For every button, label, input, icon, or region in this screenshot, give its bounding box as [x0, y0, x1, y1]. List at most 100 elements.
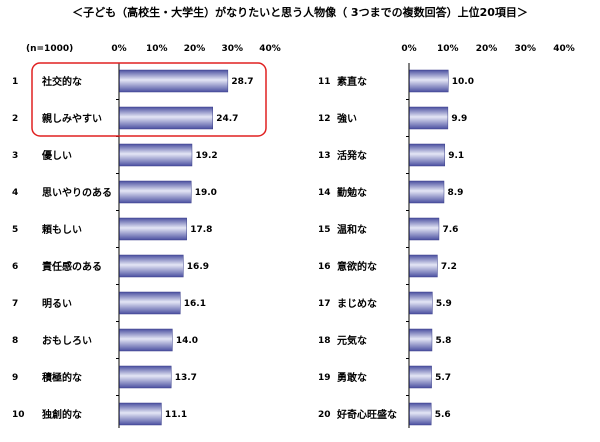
- x-tick-label: 0%: [111, 44, 126, 54]
- chart-panel-1: 0% 10% 20% 30% 40% 1 社交的な 28.7 2 親しみやすい 24.7 3 優しい 19…: [12, 44, 281, 428]
- bar-row: 14 勤勉な 8.9: [318, 180, 463, 211]
- x-tick-label: 10%: [146, 44, 168, 54]
- bar: [409, 328, 433, 352]
- value-label: 7.2: [441, 262, 457, 272]
- value-label: 10.0: [452, 77, 474, 87]
- highlight-box: [31, 62, 267, 137]
- value-label: 11.1: [165, 410, 187, 420]
- bar-row: 8 おもしろい 14.0: [12, 328, 198, 359]
- bar-row: 6 責任感のある 16.9: [12, 254, 209, 285]
- bar-row: 4 思いやりのある 19.0: [12, 180, 217, 211]
- bar-row: 3 優しい 19.2: [12, 143, 218, 174]
- category-label: 温和な: [337, 223, 367, 236]
- rank-label: 1: [12, 77, 18, 87]
- category-label: おもしろい: [42, 335, 92, 347]
- bar-row: 19 勇敢な 5.7: [318, 365, 451, 396]
- value-label: 14.0: [176, 336, 198, 346]
- bar: [409, 402, 432, 426]
- bar: [409, 143, 446, 167]
- bar-row: 9 積極的な 13.7: [12, 365, 197, 396]
- rank-label: 13: [318, 151, 331, 161]
- bar-row: 16 意欲的な 7.2: [318, 254, 457, 285]
- bar-row: 11 素直な 10.0: [318, 69, 474, 100]
- bar: [119, 106, 213, 130]
- value-label: 19.0: [195, 188, 217, 198]
- category-label: 思いやりのある: [42, 186, 112, 199]
- value-label: 9.1: [448, 151, 464, 161]
- bar: [119, 217, 187, 241]
- rank-label: 19: [318, 373, 331, 383]
- x-tick-label: 10%: [437, 44, 459, 54]
- sample-size-note: (n=1000): [26, 44, 74, 54]
- bar: [119, 180, 192, 204]
- x-tick-label: 30%: [221, 44, 243, 54]
- rank-label: 12: [318, 114, 331, 124]
- rank-label: 3: [12, 151, 18, 161]
- category-label: 社交的な: [41, 75, 82, 88]
- x-tick-label: 30%: [514, 44, 536, 54]
- bar: [119, 254, 184, 278]
- bar-row: 18 元気な 5.8: [318, 328, 451, 359]
- rank-label: 16: [318, 262, 331, 272]
- value-label: 5.6: [435, 410, 451, 420]
- bar-row: 5 頼もしい 17.8: [12, 217, 212, 248]
- category-label: 勤勉な: [337, 186, 367, 199]
- category-label: 素直な: [337, 75, 367, 88]
- value-label: 5.8: [435, 336, 451, 346]
- rank-label: 10: [12, 410, 25, 420]
- x-tick-label: 40%: [553, 44, 575, 54]
- bar: [409, 291, 433, 315]
- category-label: まじめな: [337, 298, 377, 310]
- value-label: 16.1: [184, 299, 206, 309]
- value-label: 9.9: [451, 114, 467, 124]
- rank-label: 9: [12, 373, 18, 383]
- bar: [119, 328, 173, 352]
- rank-label: 8: [12, 336, 18, 346]
- rank-label: 20: [318, 410, 331, 420]
- bar-row: 12 強い 9.9: [318, 106, 467, 137]
- x-tick-label: 40%: [259, 44, 281, 54]
- bar: [409, 180, 445, 204]
- value-label: 7.6: [442, 225, 458, 235]
- bar: [409, 217, 440, 241]
- x-tick-label: 20%: [184, 44, 206, 54]
- bar-row: 13 活発な 9.1: [318, 143, 464, 174]
- value-label: 16.9: [187, 262, 209, 272]
- bar-row: 1 社交的な 28.7: [12, 69, 254, 100]
- value-label: 13.7: [175, 373, 197, 383]
- category-label: 強い: [337, 112, 357, 125]
- category-label: 勇敢な: [337, 371, 367, 384]
- rank-label: 11: [318, 77, 331, 87]
- rank-label: 5: [12, 225, 18, 235]
- bar-row: 20 好奇心旺盛な 5.6: [318, 402, 451, 426]
- rank-label: 14: [318, 188, 331, 198]
- bar-row: 7 明るい 16.1: [12, 291, 206, 322]
- value-label: 19.2: [195, 151, 217, 161]
- category-label: 元気な: [337, 334, 367, 347]
- bar-row: 15 温和な 7.6: [318, 217, 458, 248]
- bar: [409, 254, 438, 278]
- rank-label: 6: [12, 262, 18, 272]
- category-label: 親しみやすい: [42, 112, 102, 125]
- chart-panel-2: 0% 10% 20% 30% 40% 11 素直な 10.0 12 強い 9.9 13 活発な 9.1 14…: [318, 44, 575, 428]
- bar: [119, 402, 162, 426]
- bar-row: 17 まじめな 5.9: [318, 291, 452, 322]
- category-label: 活発な: [337, 149, 367, 162]
- rank-label: 2: [12, 114, 18, 124]
- x-tick-label: 20%: [476, 44, 498, 54]
- bar-row: 2 親しみやすい 24.7: [12, 106, 238, 137]
- rank-label: 4: [12, 188, 18, 198]
- category-label: 優しい: [41, 149, 72, 162]
- bar-row: 10 独創的な 11.1: [12, 402, 187, 426]
- bar: [119, 69, 229, 93]
- bar: [119, 143, 193, 167]
- x-tick-label: 0%: [401, 44, 416, 54]
- category-label: 頼もしい: [41, 223, 82, 236]
- bar: [409, 106, 449, 130]
- value-label: 5.9: [436, 299, 452, 309]
- category-label: 意欲的な: [337, 260, 377, 273]
- rank-label: 18: [318, 336, 331, 346]
- bar: [119, 291, 181, 315]
- bar: [409, 365, 432, 389]
